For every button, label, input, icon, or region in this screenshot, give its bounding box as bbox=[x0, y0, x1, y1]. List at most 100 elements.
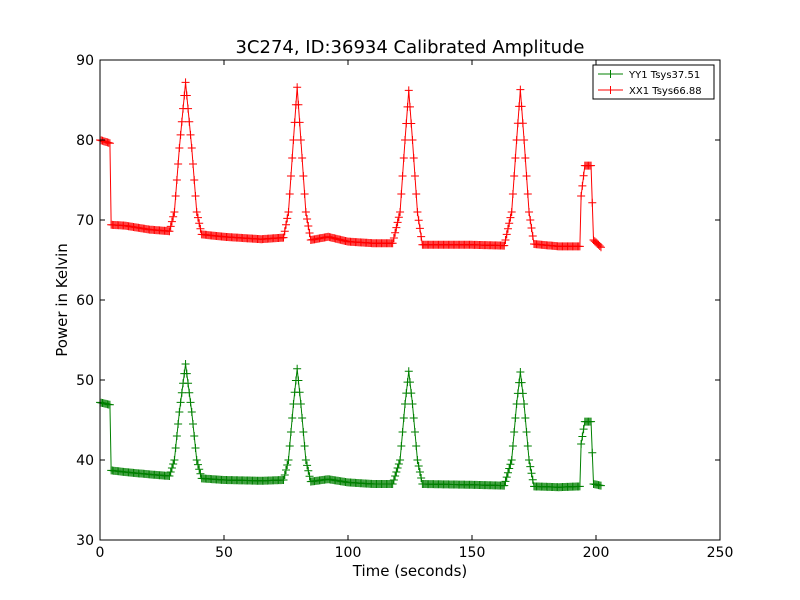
data-point bbox=[596, 481, 605, 490]
data-point bbox=[510, 172, 519, 180]
x-tick-label: 100 bbox=[335, 545, 362, 561]
legend-box bbox=[592, 64, 715, 100]
data-point bbox=[516, 85, 525, 94]
data-point bbox=[521, 154, 530, 162]
data-point bbox=[527, 469, 536, 478]
data-point bbox=[577, 192, 586, 200]
legend-marker bbox=[606, 70, 615, 78]
data-point bbox=[294, 100, 303, 109]
data-point bbox=[520, 136, 529, 144]
data-point bbox=[166, 468, 175, 476]
data-point bbox=[105, 139, 114, 148]
data-point bbox=[289, 400, 298, 408]
data-point bbox=[389, 234, 398, 242]
data-point bbox=[175, 408, 184, 416]
data-point bbox=[169, 460, 178, 468]
data-point bbox=[388, 239, 397, 248]
y-tick-label: 80 bbox=[76, 133, 94, 149]
data-point bbox=[511, 154, 520, 162]
data-point bbox=[191, 444, 200, 452]
series-2 bbox=[96, 78, 605, 252]
data-point bbox=[186, 130, 195, 139]
data-point bbox=[280, 471, 289, 479]
data-point bbox=[399, 414, 408, 422]
data-point bbox=[295, 118, 304, 127]
data-point bbox=[177, 388, 186, 397]
data-point bbox=[528, 475, 537, 484]
data-point bbox=[398, 172, 407, 180]
data-point bbox=[304, 222, 313, 230]
y-tick-label: 90 bbox=[76, 53, 94, 69]
data-point bbox=[505, 464, 514, 473]
data-point bbox=[293, 83, 302, 92]
data-point bbox=[187, 408, 196, 416]
data-point bbox=[407, 119, 416, 128]
data-point bbox=[280, 227, 289, 236]
data-point bbox=[507, 456, 516, 464]
data-point bbox=[289, 136, 298, 144]
data-point bbox=[167, 217, 176, 226]
data-point bbox=[165, 472, 174, 480]
data-point bbox=[195, 465, 204, 474]
data-point bbox=[284, 208, 293, 216]
data-point bbox=[518, 119, 527, 128]
series-layer bbox=[96, 78, 605, 492]
data-point bbox=[579, 425, 588, 434]
data-point bbox=[510, 428, 519, 436]
data-point bbox=[413, 208, 422, 216]
data-point bbox=[575, 482, 584, 491]
data-point bbox=[520, 400, 529, 408]
data-point bbox=[279, 233, 288, 242]
data-point bbox=[174, 420, 183, 428]
y-tick-label: 70 bbox=[76, 213, 94, 229]
x-axis-label: Time (seconds) bbox=[352, 562, 468, 580]
data-point bbox=[522, 428, 531, 436]
data-point bbox=[517, 378, 526, 387]
data-point bbox=[417, 232, 426, 241]
data-point bbox=[508, 190, 517, 198]
data-point bbox=[407, 389, 416, 398]
data-point bbox=[410, 428, 419, 436]
data-point bbox=[526, 462, 535, 471]
data-point bbox=[282, 220, 290, 229]
data-point bbox=[596, 243, 605, 252]
data-point bbox=[525, 456, 534, 464]
data-point bbox=[414, 462, 423, 470]
data-point bbox=[165, 227, 174, 236]
y-tick-label: 30 bbox=[76, 533, 94, 549]
data-point bbox=[172, 432, 181, 440]
data-point bbox=[526, 216, 535, 224]
data-point bbox=[174, 160, 183, 168]
data-point bbox=[528, 232, 537, 240]
data-point bbox=[512, 400, 521, 408]
data-point bbox=[523, 442, 532, 450]
data-point bbox=[189, 160, 197, 168]
data-point bbox=[408, 400, 417, 408]
data-point bbox=[303, 215, 312, 223]
data-point bbox=[502, 230, 511, 239]
data-point bbox=[186, 398, 195, 407]
data-point bbox=[587, 161, 596, 170]
data-point bbox=[518, 389, 527, 398]
data-point bbox=[392, 223, 401, 232]
data-point bbox=[396, 208, 405, 216]
data-point bbox=[401, 400, 410, 408]
data-point bbox=[300, 190, 309, 198]
data-point bbox=[397, 190, 406, 198]
x-tick-label: 250 bbox=[707, 545, 734, 561]
data-point bbox=[392, 468, 401, 476]
data-point bbox=[388, 480, 397, 488]
data-point bbox=[525, 208, 534, 216]
data-point bbox=[167, 464, 176, 472]
data-point bbox=[193, 460, 202, 469]
data-point bbox=[171, 192, 180, 200]
data-point bbox=[505, 219, 514, 228]
y-tick-label: 40 bbox=[76, 453, 94, 469]
data-point bbox=[523, 190, 532, 198]
data-point bbox=[299, 172, 308, 180]
x-tick-label: 200 bbox=[583, 545, 610, 561]
data-point bbox=[500, 241, 509, 250]
legend-label: XX1 Tsys66.88 bbox=[629, 86, 702, 97]
data-point bbox=[182, 369, 191, 378]
